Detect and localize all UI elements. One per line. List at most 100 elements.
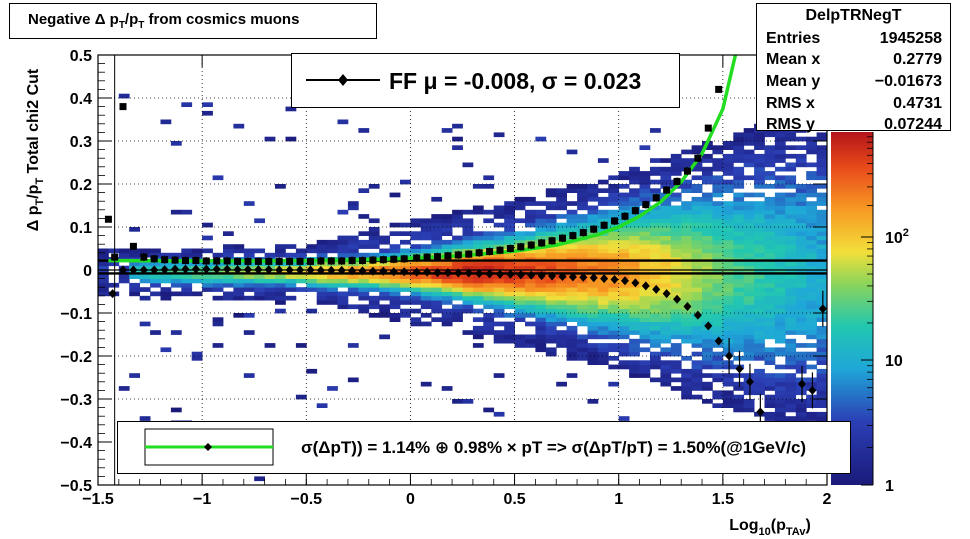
heatmap-cell [816,287,828,292]
heatmap-cell [722,239,734,245]
diamond-marker [171,264,180,274]
heatmap-cell [764,235,776,241]
heatmap-cell [774,399,786,404]
heatmap-cell [566,334,578,340]
heatmap-cell [754,171,765,176]
heatmap-cell [722,153,734,159]
heatmap-cell [535,209,547,215]
heatmap-cell [608,209,620,215]
heatmap-cell [160,274,172,279]
heatmap-cell [785,343,797,348]
heatmap-cell [597,360,609,365]
heatmap-cell [545,188,557,193]
heatmap-cell [545,317,557,322]
heatmap-cell [191,278,203,284]
heatmap-cell [379,282,390,288]
heatmap-cell [816,231,828,236]
heatmap-cell [472,278,484,284]
heatmap-cell [160,261,172,267]
heatmap-cell [410,308,422,314]
heatmap-cell [337,274,349,279]
heatmap-cell [670,308,682,314]
diamond-marker [108,289,117,299]
heatmap-cell [774,209,786,215]
heatmap-cell [660,265,672,271]
heatmap-cell [670,158,682,163]
heatmap-cell [358,274,370,279]
heatmap-cell [764,291,776,297]
heatmap-cell [795,282,807,288]
heatmap-cell [660,274,672,279]
heatmap-cell [722,343,734,348]
heatmap-cell [254,282,265,288]
heatmap-cell [743,347,755,353]
heatmap-cell [243,313,255,318]
heatmap-cell [670,261,682,267]
heatmap-cell [774,313,786,318]
heatmap-cell [160,347,172,353]
heatmap-cell [483,244,495,249]
heatmap-cell [733,235,745,241]
heatmap-cell [389,287,401,292]
heatmap-cell [514,265,526,271]
heatmap-cell [816,381,828,387]
heatmap-cell [774,394,786,400]
heatmap-cell [660,377,672,383]
heatmap-cell [691,377,703,383]
heatmap-cell [743,235,755,241]
heatmap-cell [577,356,588,361]
heatmap-cell [754,390,765,396]
heatmap-cell [483,265,495,271]
heatmap-cell [410,274,422,279]
heatmap-cell [525,338,536,344]
heatmap-cell [691,244,703,249]
heatmap-cell [129,274,140,279]
heatmap-cell [795,351,807,357]
heatmap-cell [764,308,776,314]
heatmap-cell [545,227,557,232]
heatmap-cell [525,201,536,206]
heatmap-cell [681,330,692,335]
heatmap-cell [722,171,734,176]
heatmap-cell [452,209,463,215]
heatmap-cell [650,351,661,357]
heatmap-cell [691,196,703,202]
square-marker [475,249,483,257]
heatmap-cell [243,330,255,335]
heatmap-cell [556,313,567,318]
heatmap-cell [420,227,432,232]
heatmap-cell [702,364,713,370]
heatmap-cell [681,261,692,267]
heatmap-cell [379,291,390,297]
heatmap-cell [670,274,682,279]
heatmap-cell [816,218,828,224]
heatmap-cell [597,317,609,322]
heatmap-cell [556,261,567,267]
heatmap-cell [139,321,151,327]
heatmap-cell [743,201,755,206]
heatmap-cell [764,351,776,357]
heatmap-cell [150,282,161,288]
title-box: Negative Δ pT/pT from cosmics muons [9,3,377,39]
heatmap-cell [702,235,713,241]
heatmap-cell [535,321,547,327]
heatmap-cell [327,244,338,249]
heatmap-cell [806,261,817,267]
diamond-marker [233,265,242,275]
heatmap-cell [795,248,807,254]
heatmap-cell [483,330,495,335]
heatmap-cell [535,201,547,206]
heatmap-cell [806,214,817,219]
heatmap-cell [618,304,630,310]
heatmap-cell [743,205,755,211]
heatmap-cell [681,227,692,232]
heatmap-cell [535,295,547,301]
heatmap-cell [556,300,567,305]
heatmap-cell [764,248,776,254]
heatmap-cell [264,287,276,292]
heatmap-cell [754,239,765,245]
heatmap-cell [254,248,265,254]
heatmap-cell [629,227,640,232]
heatmap-cell [493,261,505,267]
heatmap-cell [660,360,672,365]
